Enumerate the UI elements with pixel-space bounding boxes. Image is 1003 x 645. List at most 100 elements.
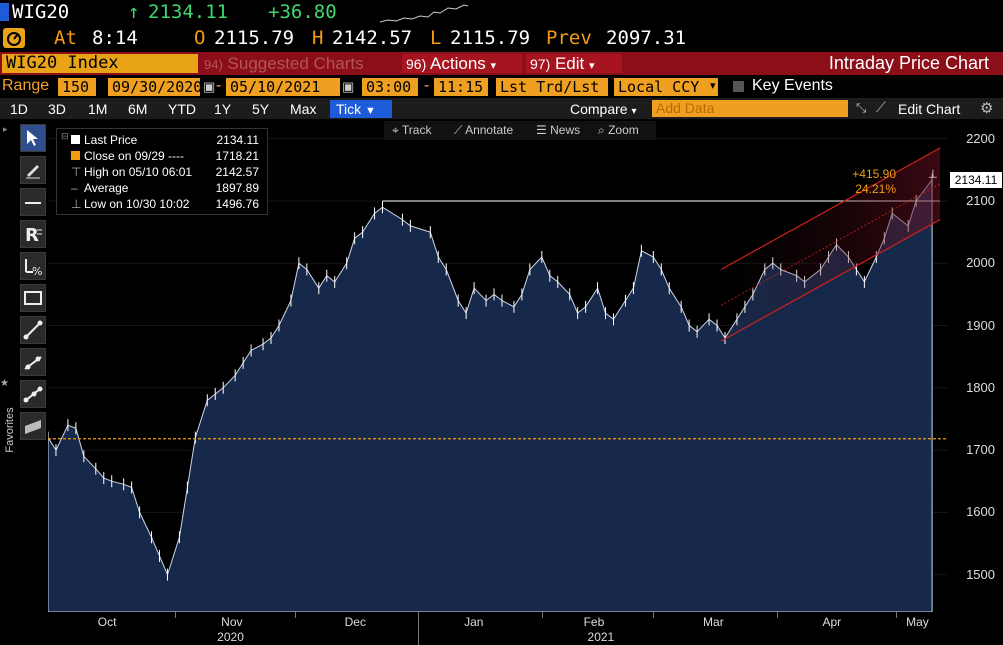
trendline-tool[interactable]	[20, 316, 46, 344]
last-price-tag: 2134.11	[950, 171, 1002, 188]
x-month-label: Feb	[583, 615, 605, 629]
pointer-tool[interactable]	[20, 124, 46, 152]
trend-channel-upper	[720, 147, 941, 270]
chevron-down-icon: ▾	[490, 60, 497, 72]
period-max[interactable]: Max	[290, 101, 317, 117]
calendar-icon[interactable]: ▣	[342, 79, 355, 94]
high-value: 2142.57	[332, 27, 413, 49]
security-field[interactable]: WIG20 Index	[2, 54, 198, 73]
period-5y[interactable]: 5Y	[252, 101, 270, 117]
rectangle-tool[interactable]	[20, 284, 46, 312]
legend-label: Average	[84, 181, 129, 195]
hline-tool[interactable]	[20, 188, 46, 216]
text-tool[interactable]: R	[20, 220, 46, 248]
favorites-tab[interactable]: ★ Favorites	[0, 378, 16, 468]
zoom-button[interactable]: ⌕ Zoom	[598, 123, 639, 138]
legend-label: High on 05/10 06:01	[84, 165, 193, 179]
rectangle-icon	[24, 291, 42, 305]
price-chart[interactable]: ⊥ +415.90 24.21%	[48, 120, 948, 612]
x-month-label: Mar	[703, 615, 724, 629]
period-tick[interactable]: Tick ▼	[330, 100, 392, 118]
period-ytd[interactable]: YTD	[168, 101, 196, 117]
end-date-field[interactable]: 05/10/2021	[226, 78, 340, 96]
period-6m[interactable]: 6M	[128, 101, 148, 117]
x-month-separator	[175, 612, 177, 618]
percent-tool[interactable]: %	[20, 252, 46, 280]
prev-value: 2097.31	[606, 27, 687, 49]
zoom-in-icon[interactable]: ⤡	[856, 100, 867, 115]
suggested-charts-button[interactable]: 94) Suggested Charts	[200, 54, 396, 73]
channel-icon	[24, 356, 42, 370]
y-axis: 1500 1600 1700 1800 1900 2000 2100 2200	[948, 120, 1003, 612]
start-time-field[interactable]: 03:00	[362, 78, 418, 96]
x-month-label: Oct	[97, 615, 117, 629]
compare-button[interactable]: Compare ▾	[564, 100, 643, 118]
change-abs-label: +415.90	[852, 167, 896, 181]
legend-last-price: Last Price 2134.11	[71, 132, 263, 148]
y-tick-label: 2200	[966, 130, 995, 146]
ticker: WIG20	[12, 1, 70, 23]
end-time-field[interactable]: 11:15	[434, 78, 488, 96]
legend-low: ⊥ Low on 10/30 10:02 1496.76	[71, 196, 263, 212]
edit-button[interactable]: 97) Edit ▾	[526, 54, 622, 73]
suggested-num: 94)	[204, 57, 223, 72]
y-tick-label: 1800	[966, 379, 995, 395]
legend-value: 1897.89	[215, 181, 259, 195]
cursor-icon	[27, 130, 38, 146]
x-month-separator	[776, 612, 778, 618]
chevron-down-icon: ▾	[589, 60, 595, 72]
bars-field[interactable]: 150	[58, 78, 96, 96]
low-marker-icon: ⊥	[71, 197, 82, 211]
svg-text:R: R	[25, 225, 39, 244]
orange-swatch	[71, 151, 80, 160]
menu-bar: WIG20 Index 94) Suggested Charts 96) Act…	[0, 52, 1003, 75]
chart-legend[interactable]: ⊟ Last Price 2134.11 Close on 09/29 ---- 1…	[56, 128, 268, 215]
high-label: H	[312, 27, 324, 49]
period-1m[interactable]: 1M	[88, 101, 108, 117]
actions-num: 96)	[406, 56, 427, 72]
white-swatch	[71, 135, 80, 144]
legend-collapse-icon[interactable]: ⊟	[61, 131, 69, 141]
y-tick-label: 2000	[966, 255, 995, 271]
start-date-field[interactable]: 09/30/2020	[108, 78, 202, 96]
key-events-checkbox[interactable]	[733, 81, 744, 92]
annotate-button[interactable]: ⟋ Annotate	[454, 123, 513, 138]
y-tick-label: 1900	[966, 317, 995, 333]
news-icon: ☰	[536, 123, 547, 137]
y-tick-label: 1500	[966, 566, 995, 582]
edit-chart-button[interactable]: Edit Chart	[898, 101, 961, 117]
calendar-icon[interactable]: ▣	[203, 79, 216, 94]
draw-tool[interactable]	[20, 156, 46, 184]
currency-select[interactable]: Local CCY	[614, 78, 718, 96]
fib-tool[interactable]	[20, 380, 46, 408]
trend-channel-lower	[720, 219, 941, 342]
zoom-icon: ⌕	[598, 123, 605, 137]
legend-label: Close on 09/29 ----	[84, 149, 185, 163]
add-data-input[interactable]: Add Data	[652, 100, 848, 117]
gear-icon[interactable]: ⚙	[980, 100, 994, 117]
news-button[interactable]: ☰ News	[536, 123, 580, 137]
period-1y[interactable]: 1Y	[214, 101, 232, 117]
actions-button[interactable]: 96) Actions ▾	[402, 54, 522, 73]
x-month-label: May	[906, 615, 929, 629]
chart-type-title: Intraday Price Chart	[828, 53, 989, 73]
open-value: 2115.79	[214, 27, 295, 49]
range-dash: -	[216, 77, 222, 94]
edit-chart-icon: ⟋	[876, 99, 886, 115]
collapse-arrow-icon[interactable]: ▸	[3, 124, 8, 134]
parallelogram-icon	[25, 420, 41, 434]
svg-text:%: %	[32, 265, 42, 276]
channel-tool[interactable]	[20, 348, 46, 376]
y-tick-label: 2100	[966, 192, 995, 208]
shape-tool[interactable]	[20, 412, 46, 440]
period-3d[interactable]: 3D	[48, 101, 66, 117]
favorites-label: Favorites	[4, 407, 16, 453]
quote-time: 8:14	[92, 27, 138, 49]
price-field-select[interactable]: Lst Trd/Lst P	[496, 78, 617, 96]
legend-label: Last Price	[84, 133, 138, 147]
period-1d[interactable]: 1D	[10, 101, 28, 117]
gauge-icon	[3, 28, 25, 48]
edit-num: 97)	[530, 56, 551, 72]
x-month-separator	[294, 612, 296, 618]
track-button[interactable]: ⌖ Track	[392, 123, 431, 138]
